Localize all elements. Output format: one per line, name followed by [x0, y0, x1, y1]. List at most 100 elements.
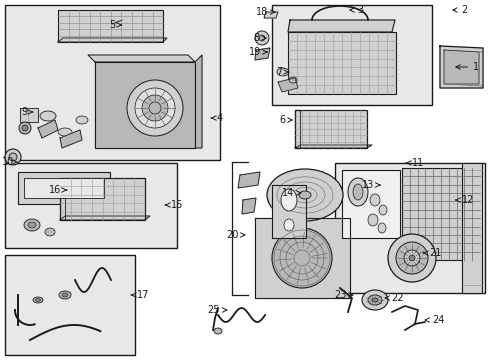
Ellipse shape	[395, 242, 427, 274]
Text: 3: 3	[349, 5, 362, 15]
Text: 12: 12	[455, 195, 473, 205]
Text: 18: 18	[255, 7, 274, 17]
Polygon shape	[254, 218, 349, 298]
Text: 16: 16	[49, 185, 66, 195]
Polygon shape	[88, 55, 195, 62]
Text: 10: 10	[2, 157, 17, 167]
Text: 17: 17	[131, 290, 149, 300]
Ellipse shape	[62, 293, 68, 297]
Ellipse shape	[367, 214, 377, 226]
Text: 1: 1	[455, 62, 478, 72]
Polygon shape	[271, 185, 305, 238]
Text: 4: 4	[211, 113, 223, 123]
Bar	[58, 10, 163, 42]
Bar	[334, 163, 484, 293]
Ellipse shape	[367, 295, 381, 305]
Ellipse shape	[371, 298, 377, 302]
Ellipse shape	[127, 80, 183, 136]
Text: 5: 5	[109, 20, 121, 30]
Text: 22: 22	[384, 293, 404, 303]
Bar	[461, 163, 481, 293]
Text: 14: 14	[281, 188, 300, 198]
Ellipse shape	[288, 77, 296, 83]
Ellipse shape	[214, 328, 222, 334]
Polygon shape	[242, 198, 256, 214]
Ellipse shape	[28, 222, 36, 228]
Ellipse shape	[19, 122, 31, 134]
Text: 25: 25	[207, 305, 226, 315]
Ellipse shape	[33, 297, 43, 303]
Ellipse shape	[259, 35, 264, 41]
Bar	[60, 178, 145, 220]
Ellipse shape	[281, 189, 296, 211]
Text: 13: 13	[361, 180, 379, 190]
Polygon shape	[58, 38, 167, 42]
Ellipse shape	[266, 169, 342, 221]
Bar	[294, 110, 366, 148]
Polygon shape	[60, 130, 82, 148]
Polygon shape	[294, 110, 299, 148]
Ellipse shape	[24, 219, 40, 231]
Bar	[24, 178, 104, 198]
Polygon shape	[238, 172, 260, 188]
Polygon shape	[287, 20, 394, 32]
Polygon shape	[264, 12, 278, 18]
Bar	[271, 5, 431, 105]
Ellipse shape	[149, 102, 161, 114]
Ellipse shape	[45, 228, 55, 236]
Ellipse shape	[284, 219, 293, 231]
Ellipse shape	[58, 128, 72, 136]
Ellipse shape	[377, 223, 385, 233]
Bar	[401, 168, 479, 260]
Bar	[5, 255, 135, 355]
Ellipse shape	[36, 298, 41, 302]
Bar	[5, 163, 177, 248]
Ellipse shape	[352, 184, 362, 200]
Ellipse shape	[142, 95, 168, 121]
Ellipse shape	[387, 234, 435, 282]
Ellipse shape	[403, 250, 419, 266]
Bar	[341, 170, 399, 238]
Ellipse shape	[59, 291, 71, 299]
Text: 9: 9	[21, 107, 33, 117]
Ellipse shape	[378, 205, 386, 215]
Text: 11: 11	[406, 158, 423, 168]
Ellipse shape	[9, 153, 17, 161]
Ellipse shape	[271, 228, 331, 288]
Polygon shape	[278, 78, 297, 92]
Polygon shape	[95, 62, 195, 148]
Ellipse shape	[369, 194, 379, 206]
Text: 24: 24	[424, 315, 443, 325]
Ellipse shape	[254, 31, 268, 45]
Ellipse shape	[5, 149, 21, 165]
Ellipse shape	[298, 191, 310, 199]
Text: 8: 8	[252, 33, 265, 43]
Ellipse shape	[276, 68, 288, 76]
Text: 7: 7	[275, 67, 287, 77]
Polygon shape	[60, 178, 65, 220]
Text: 2: 2	[452, 5, 466, 15]
Polygon shape	[20, 108, 38, 122]
Bar	[5, 5, 220, 160]
Ellipse shape	[347, 178, 367, 206]
Text: 21: 21	[422, 248, 440, 258]
Polygon shape	[443, 50, 478, 84]
Polygon shape	[294, 145, 371, 148]
Polygon shape	[60, 216, 150, 220]
Text: 15: 15	[165, 200, 183, 210]
Polygon shape	[439, 46, 482, 88]
Polygon shape	[254, 48, 269, 60]
Bar	[287, 32, 395, 94]
Bar	[18, 172, 110, 204]
Ellipse shape	[408, 255, 414, 261]
Text: 20: 20	[225, 230, 244, 240]
Text: 6: 6	[278, 115, 291, 125]
Ellipse shape	[76, 116, 88, 124]
Text: 19: 19	[248, 47, 266, 57]
Ellipse shape	[22, 125, 28, 131]
Text: 23: 23	[333, 290, 352, 300]
Ellipse shape	[135, 88, 175, 128]
Polygon shape	[38, 120, 58, 138]
Polygon shape	[195, 55, 202, 148]
Ellipse shape	[40, 111, 56, 121]
